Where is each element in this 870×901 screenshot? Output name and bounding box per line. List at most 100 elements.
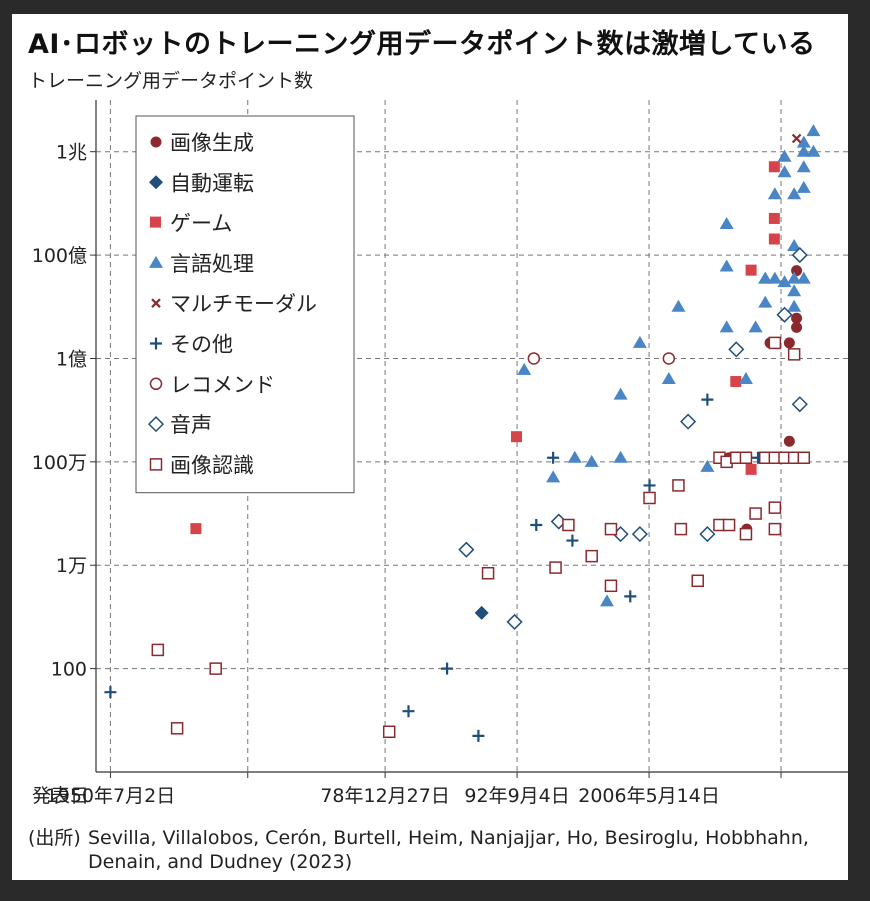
data-point-series-8 (151, 643, 165, 657)
data-point-series-7 (791, 247, 808, 264)
data-point-series-5 (402, 705, 415, 718)
data-point-series-5 (701, 393, 714, 406)
data-point-series-3 (806, 144, 821, 157)
data-point-series-5 (566, 534, 579, 547)
data-point-series-8 (797, 451, 811, 465)
data-point-series-7 (506, 613, 523, 630)
legend-label: 音声 (170, 413, 212, 437)
data-point-series-8 (604, 579, 618, 593)
data-point-series-3 (517, 362, 532, 375)
data-point-series-8 (170, 722, 184, 735)
data-point-series-3 (567, 450, 582, 463)
legend-marker (151, 298, 161, 308)
legend-marker (150, 136, 162, 148)
data-point-series-8 (672, 479, 685, 492)
y-tick-label: 100万 (32, 452, 87, 474)
y-axis-title: トレーニング用データポイント数 (28, 70, 314, 92)
y-tick-label: 100 (51, 659, 87, 681)
data-point-series-2 (768, 161, 780, 173)
data-point-series-3 (546, 470, 561, 483)
data-point-series-3 (787, 238, 802, 251)
data-point-series-3 (758, 295, 773, 308)
data-point-series-8 (585, 549, 598, 563)
data-point-series-8 (739, 451, 753, 465)
legend-marker (150, 337, 162, 350)
data-point-series-0 (791, 312, 803, 324)
x-axis-label: 発表日 (32, 785, 89, 807)
data-point-series-3 (777, 275, 792, 288)
data-point-series-8 (382, 725, 396, 739)
legend-label: 画像認識 (170, 453, 254, 477)
data-point-series-3 (584, 454, 599, 467)
source-label: (出所) (28, 827, 81, 849)
data-point-series-8 (562, 518, 575, 532)
data-point-series-3 (599, 594, 614, 607)
data-point-series-3 (806, 124, 821, 137)
data-point-series-3 (796, 271, 811, 284)
data-point-series-2 (745, 264, 757, 276)
data-point-series-3 (787, 299, 802, 312)
data-point-series-3 (777, 149, 792, 162)
data-point-series-3 (796, 135, 811, 148)
data-point-series-8 (549, 561, 562, 574)
legend-label: レコメンド (170, 373, 275, 397)
data-point-series-3 (767, 187, 782, 200)
data-point-series-7 (680, 413, 697, 430)
data-point-series-5 (104, 686, 117, 699)
data-point-series-7 (728, 341, 745, 358)
data-point-series-5 (643, 479, 656, 492)
data-point-series-2 (768, 233, 780, 245)
chart-card: AI･ロボットのトレーニング用データポイント数は激増している トレーニング用デー… (12, 14, 848, 880)
data-point-series-8 (739, 527, 753, 541)
x-tick-label: 92年9月4日 (464, 785, 569, 807)
legend-marker (149, 377, 163, 391)
data-point-series-2 (745, 463, 757, 475)
source-text: Sevilla, Villalobos, Cerón, Burtell, Hei… (88, 827, 809, 873)
data-point-series-8 (691, 574, 704, 588)
data-point-series-3 (719, 216, 734, 229)
data-point-series-8 (209, 662, 222, 675)
data-point-series-8 (481, 566, 495, 580)
data-point-series-5 (472, 729, 485, 742)
data-point-series-2 (768, 212, 780, 224)
data-point-series-3 (671, 299, 686, 312)
data-point-series-3 (758, 271, 773, 284)
data-point-series-2 (510, 431, 522, 443)
data-point-series-8 (604, 522, 618, 536)
legend-marker (149, 255, 163, 268)
data-point-series-3 (700, 459, 715, 472)
data-point-series-1 (474, 605, 489, 620)
data-point-series-0 (783, 435, 795, 447)
x-tick-label: 78年12月27日 (320, 785, 450, 807)
data-point-series-0 (791, 321, 803, 333)
legend-label: ゲーム (170, 212, 232, 236)
x-tick-label: 1950年7月2日 (46, 785, 176, 807)
data-point-series-8 (768, 336, 782, 350)
legend-marker (147, 416, 165, 433)
data-point-series-3 (796, 180, 811, 193)
data-point-series-5 (547, 451, 560, 464)
data-point-series-7 (776, 306, 793, 323)
data-point-series-3 (787, 284, 802, 297)
chart-title: AI･ロボットのトレーニング用データポイント数は激増している (28, 29, 816, 60)
data-point-series-7 (631, 526, 648, 543)
data-point-series-8 (787, 348, 801, 361)
data-point-series-5 (624, 590, 637, 603)
data-point-series-8 (749, 507, 762, 520)
data-point-series-8 (643, 491, 656, 505)
data-point-series-3 (613, 450, 628, 463)
scatter-chart: 100 1万 100万 1億 100億 1兆 1950年7月2日 78年12月27日 92年9月… (32, 100, 848, 807)
data-point-series-3 (738, 372, 753, 385)
y-tick-label: 1万 (56, 555, 87, 577)
data-point-series-3 (613, 387, 628, 400)
data-point-series-3 (767, 271, 782, 284)
data-point-series-4 (791, 133, 802, 144)
data-point-series-0 (783, 337, 795, 349)
data-point-series-3 (719, 320, 734, 333)
source-note: (出所) Sevilla, Villalobos, Cerón, Burtell… (28, 826, 843, 874)
y-tick-label: 1兆 (56, 142, 87, 164)
data-point-series-7 (791, 396, 808, 413)
data-point-series-8 (768, 501, 782, 514)
data-point-series-3 (748, 320, 763, 333)
data-point-series-3 (719, 259, 734, 272)
